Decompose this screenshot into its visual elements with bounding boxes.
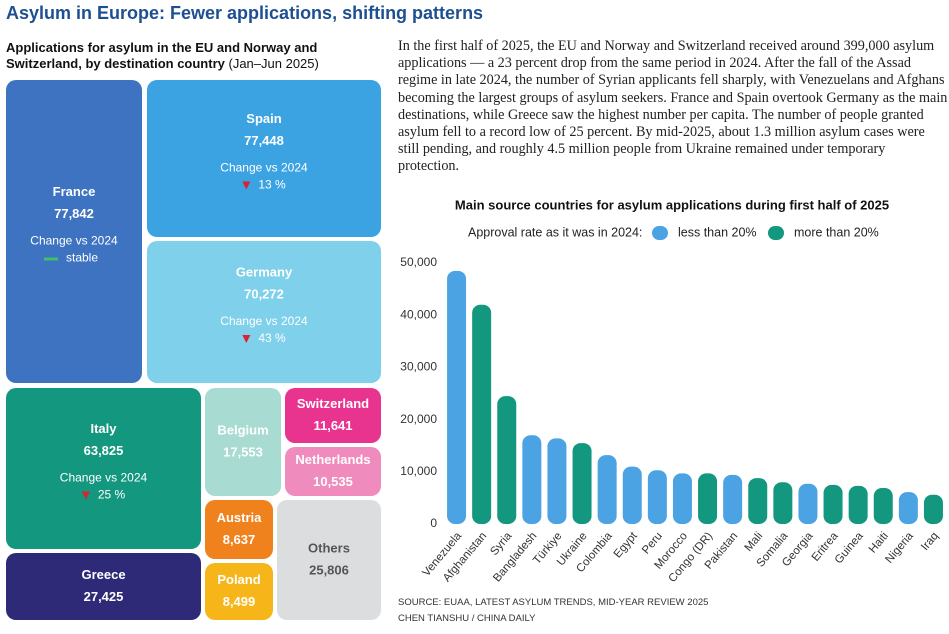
- tile-value: 11,641: [313, 418, 352, 433]
- change-label: 13 %: [258, 178, 286, 192]
- bar: [622, 466, 642, 524]
- change-title: Change vs 2024: [220, 161, 308, 175]
- treemap-tile: [6, 553, 201, 620]
- change-label: stable: [66, 251, 98, 265]
- source-line: SOURCE: EUAA, LATEST ASYLUM TRENDS, MID-…: [398, 597, 709, 608]
- y-tick-label: 10,000: [400, 464, 437, 478]
- bar: [522, 435, 542, 524]
- tile-name: Italy: [90, 421, 117, 436]
- tile-value: 63,825: [84, 443, 124, 458]
- bar: [873, 487, 893, 524]
- bar: [773, 482, 793, 524]
- bar: [723, 474, 743, 524]
- bar: [748, 478, 768, 524]
- tile-value: 8,637: [223, 532, 256, 547]
- change-label: 25 %: [98, 488, 126, 502]
- title-text: Applications for asylum in the EU and No…: [6, 40, 318, 71]
- bar: [823, 484, 843, 524]
- legend-title: Approval rate as it was in 2024:: [468, 225, 642, 239]
- legend-label: more than 20%: [794, 225, 879, 239]
- y-tick-label: 40,000: [400, 307, 437, 321]
- legend-swatch: [768, 226, 784, 240]
- treemap-tile: [6, 80, 142, 383]
- tile-name: Poland: [217, 572, 260, 587]
- stable-dash: [43, 257, 58, 261]
- bar: [497, 396, 517, 524]
- treemap-tile: [147, 241, 381, 383]
- legend-label: less than 20%: [678, 225, 757, 239]
- tile-value: 17,553: [223, 444, 263, 459]
- bar: [672, 473, 692, 524]
- x-tick-label: Nigeria: [883, 530, 916, 566]
- treemap-tile: [285, 388, 381, 443]
- treemap-tile: [205, 500, 273, 559]
- paragraph: In the first half of 2025, the EU and No…: [398, 38, 948, 175]
- bar: [597, 455, 617, 524]
- page-title: Asylum in Europe: Fewer applications, sh…: [6, 3, 484, 23]
- x-tick-label: Guinea: [833, 530, 866, 567]
- source: SOURCE: EUAA, LATEST ASYLUM TRENDS, MID-…: [398, 595, 708, 627]
- tile-name: Switzerland: [297, 396, 369, 411]
- bar: [447, 270, 467, 524]
- bar: [923, 494, 943, 524]
- tile-value: 25,806: [309, 562, 349, 577]
- bar: [472, 304, 492, 524]
- change-arrow: [81, 491, 90, 500]
- legend-swatch: [652, 226, 668, 240]
- tile-name: Austria: [217, 510, 263, 525]
- tile-name: Greece: [81, 567, 125, 582]
- change-label: 43 %: [258, 331, 286, 345]
- treemap-tile: [277, 500, 381, 620]
- tile-value: 77,842: [54, 206, 94, 221]
- x-tick-label: Iraq: [919, 530, 941, 553]
- treemap-tile: [285, 447, 381, 496]
- y-tick-label: 50,000: [400, 255, 437, 269]
- x-tick-label: Mali: [743, 530, 766, 554]
- bar: [898, 492, 918, 524]
- y-tick-label: 30,000: [400, 360, 437, 374]
- treemap-tile: [205, 563, 273, 620]
- tile-value: 77,448: [244, 133, 284, 148]
- bar: [572, 443, 592, 524]
- tile-name: Germany: [236, 264, 293, 279]
- treemap-tile: [147, 80, 381, 237]
- tile-value: 70,272: [244, 286, 284, 301]
- tile-value: 10,535: [313, 474, 353, 489]
- y-tick-label: 0: [430, 516, 437, 530]
- tile-name: Others: [308, 540, 350, 555]
- change-arrow: [242, 181, 251, 190]
- change-title: Change vs 2024: [220, 314, 308, 328]
- treemap-tile: [205, 388, 281, 496]
- bar-title: Main source countries for asylum applica…: [455, 197, 889, 212]
- tile-value: 8,499: [223, 594, 256, 609]
- source-line: CHEN TIANSHU / CHINA DAILY: [398, 613, 536, 624]
- bar: [798, 483, 818, 524]
- tile-value: 27,425: [84, 589, 124, 604]
- tile-name: Netherlands: [295, 452, 370, 467]
- change-arrow: [242, 335, 251, 343]
- change-title: Change vs 2024: [30, 234, 118, 248]
- x-tick-label: Egypt: [612, 530, 641, 561]
- treemap-tile: [6, 388, 201, 549]
- x-tick-label: Haiti: [867, 530, 891, 555]
- change-title: Change vs 2024: [60, 471, 148, 485]
- tile-name: France: [53, 184, 96, 199]
- bar: [698, 473, 718, 524]
- tile-name: Belgium: [217, 422, 268, 437]
- tile-name: Spain: [246, 111, 281, 126]
- subtitle: (Jan–Jun 2025): [228, 56, 319, 71]
- treemap-title: Applications for asylum in the EU and No…: [6, 40, 391, 72]
- bar: [547, 438, 567, 524]
- bar: [647, 470, 667, 524]
- bar: [848, 485, 868, 524]
- y-tick-label: 20,000: [400, 412, 437, 426]
